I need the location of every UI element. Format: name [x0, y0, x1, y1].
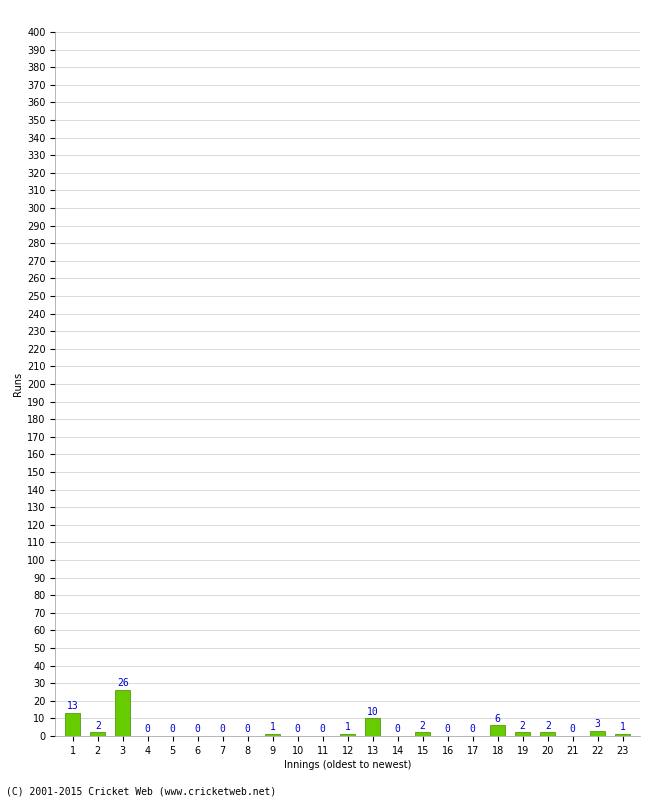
Text: 13: 13 [67, 702, 79, 711]
Y-axis label: Runs: Runs [13, 372, 23, 396]
Bar [616, 734, 630, 736]
Text: 2: 2 [545, 721, 551, 730]
Text: 1: 1 [270, 722, 276, 733]
Bar [340, 734, 356, 736]
Text: 10: 10 [367, 706, 378, 717]
Bar [415, 733, 430, 736]
Text: 2: 2 [520, 721, 526, 730]
Text: 26: 26 [117, 678, 129, 689]
Bar [590, 730, 605, 736]
Text: 1: 1 [344, 722, 351, 733]
Text: 1: 1 [620, 722, 626, 733]
Bar [515, 733, 530, 736]
Text: 0: 0 [245, 724, 251, 734]
Text: 2: 2 [95, 721, 101, 730]
Text: 0: 0 [170, 724, 176, 734]
Bar [65, 713, 80, 736]
Text: 0: 0 [220, 724, 226, 734]
Text: 0: 0 [195, 724, 201, 734]
Text: 0: 0 [445, 724, 450, 734]
Text: 3: 3 [595, 719, 601, 729]
Text: 0: 0 [295, 724, 301, 734]
Text: 2: 2 [420, 721, 426, 730]
Text: 6: 6 [495, 714, 501, 724]
Text: 0: 0 [145, 724, 151, 734]
Text: 0: 0 [470, 724, 476, 734]
Text: 0: 0 [570, 724, 576, 734]
Bar [265, 734, 280, 736]
Bar [90, 733, 105, 736]
Text: (C) 2001-2015 Cricket Web (www.cricketweb.net): (C) 2001-2015 Cricket Web (www.cricketwe… [6, 786, 277, 796]
Bar [365, 718, 380, 736]
Text: 0: 0 [320, 724, 326, 734]
Bar [540, 733, 555, 736]
Bar [490, 726, 505, 736]
Bar [115, 690, 130, 736]
X-axis label: Innings (oldest to newest): Innings (oldest to newest) [284, 760, 411, 770]
Text: 0: 0 [395, 724, 400, 734]
